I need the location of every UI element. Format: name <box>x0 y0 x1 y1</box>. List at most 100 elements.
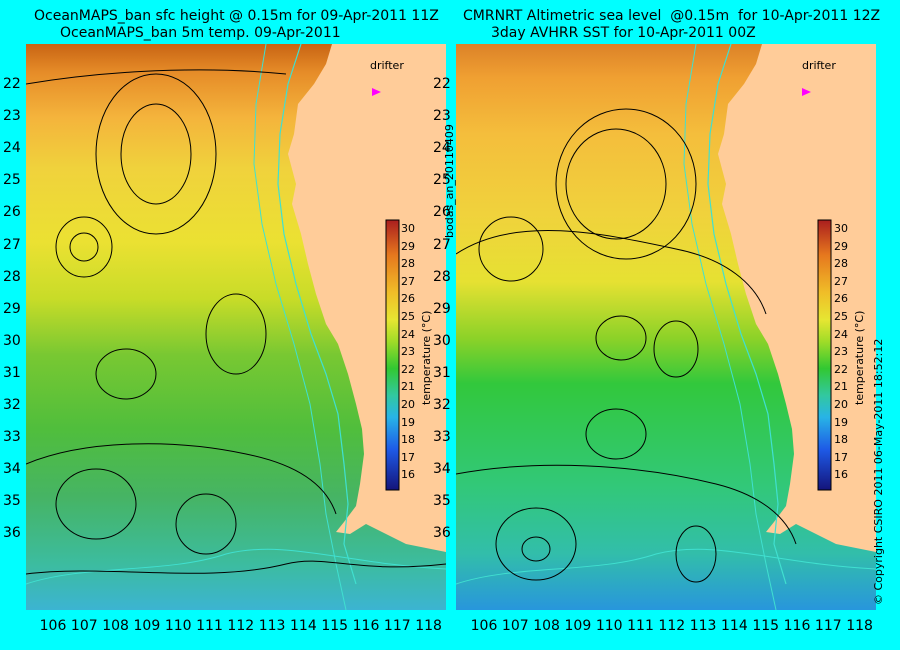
left-lat-27: 27 <box>3 236 21 253</box>
right-lat-33: 33 <box>433 429 451 446</box>
left-panel-title: OceanMAPS_ban sfc height @ 0.15m for 09-… <box>34 8 439 42</box>
left-lat-33: 33 <box>3 429 21 446</box>
right-lat-36: 36 <box>433 525 451 542</box>
right-cb-tick-30: 30 <box>834 222 848 235</box>
right-cb-tick-18: 18 <box>834 433 848 447</box>
right-cb-tick-23: 23 <box>834 345 848 359</box>
right-title-line2: 3day AVHRR SST for 10-Apr-2011 00Z <box>491 25 756 41</box>
right-panel-title: CMRNRT Altimetric sea level @0.15m for 1… <box>463 8 880 42</box>
right-cb-tick-27: 27 <box>834 274 848 288</box>
left-cb-tick-20: 20 <box>401 398 415 411</box>
right-lon-107: 107 <box>501 618 529 634</box>
bathymetry-line-right-2 <box>683 44 777 610</box>
left-lat-24: 24 <box>3 140 21 157</box>
right-title-line1: CMRNRT Altimetric sea level @0.15m for 1… <box>463 8 881 24</box>
bathymetry-line-right-3 <box>456 548 876 585</box>
contour-right-10 <box>456 230 767 315</box>
left-lon-111: 111 <box>196 618 223 634</box>
left-cb-tick-16: 16 <box>401 468 415 482</box>
copyright-label: © Copyright CSIRO 2011 06-May-2011 18:52… <box>872 338 885 605</box>
left-cb-tick-30: 30 <box>401 222 415 235</box>
right-lon-116: 116 <box>783 618 811 634</box>
right-lat-32: 32 <box>433 397 451 413</box>
right-lat-27: 27 <box>433 236 451 253</box>
bathymetry-line-left-3 <box>26 548 446 585</box>
contour-right-3 <box>478 216 544 282</box>
left-cb-tick-21: 21 <box>401 380 415 394</box>
left-lat-30: 30 <box>3 332 21 349</box>
contour-right-9 <box>675 525 717 583</box>
right-lat-29: 29 <box>433 300 451 317</box>
left-cb-tick-28: 28 <box>401 257 415 271</box>
left-lon-109: 109 <box>133 618 161 634</box>
left-lat-26: 26 <box>3 204 21 221</box>
right-map-panel <box>456 44 876 610</box>
contour-left-7 <box>55 468 137 540</box>
right-lat-23: 23 <box>433 108 451 125</box>
land-left <box>288 44 446 552</box>
right-lat-25: 25 <box>433 172 451 189</box>
left-lon-112: 112 <box>227 618 255 634</box>
left-lat-22: 22 <box>3 76 21 92</box>
right-lat-26: 26 <box>433 204 451 221</box>
left-lon-116: 116 <box>352 618 380 634</box>
left-lat-28: 28 <box>3 268 21 285</box>
contour-left-2 <box>120 103 192 205</box>
right-lat-35: 35 <box>433 493 451 510</box>
colorbar-title-right: temperature (°C) <box>853 310 866 405</box>
right-cb-tick-20: 20 <box>834 398 848 411</box>
right-cb-tick-22: 22 <box>834 362 848 376</box>
right-lon-109: 109 <box>564 618 592 634</box>
left-lat-32: 32 <box>3 397 21 413</box>
left-lon-115: 115 <box>321 618 349 634</box>
contour-right-5 <box>653 320 699 378</box>
right-lat-30: 30 <box>433 332 451 349</box>
right-lat-24: 24 <box>433 140 451 157</box>
left-lon-117: 117 <box>383 618 411 634</box>
right-lon-111: 111 <box>627 618 654 634</box>
contour-left-6 <box>95 348 157 400</box>
contour-left-10 <box>26 560 446 575</box>
right-cb-tick-24: 24 <box>834 327 848 341</box>
drifter-label-left: drifter <box>370 59 404 72</box>
contour-right-6 <box>495 507 577 581</box>
colorbar-left <box>385 219 400 491</box>
left-cb-tick-24: 24 <box>401 327 415 341</box>
right-cb-tick-26: 26 <box>834 292 848 306</box>
drifter-label-right: drifter <box>802 59 836 72</box>
left-lat-29: 29 <box>3 300 21 317</box>
contour-left-4 <box>69 232 99 262</box>
right-cb-tick-16: 16 <box>834 468 848 482</box>
contour-left-8 <box>175 493 237 555</box>
drifter-marker-right <box>802 88 811 96</box>
right-lat-28: 28 <box>433 268 451 285</box>
left-cb-tick-25: 25 <box>401 310 415 323</box>
contour-right-8 <box>585 408 647 460</box>
right-lon-117: 117 <box>814 618 842 634</box>
left-lat-31: 31 <box>3 364 21 381</box>
contour-left-1 <box>95 73 217 235</box>
contour-right-2 <box>565 128 667 240</box>
contour-right-11 <box>456 464 797 545</box>
contour-right-1 <box>555 108 697 260</box>
right-lon-106: 106 <box>470 618 498 634</box>
left-lon-114: 114 <box>290 618 317 634</box>
left-lat-23: 23 <box>3 108 21 125</box>
drifter-marker-left <box>372 88 381 96</box>
left-cb-tick-23: 23 <box>401 345 415 359</box>
left-map-panel <box>26 44 446 610</box>
right-lat-22: 22 <box>433 76 451 92</box>
bathymetry-line-left <box>277 44 357 585</box>
left-title-line1: OceanMAPS_ban sfc height @ 0.15m for 09-… <box>34 8 439 24</box>
bathymetry-line-left-2 <box>253 44 347 610</box>
colorbar-right <box>817 219 832 491</box>
right-lat-34: 34 <box>433 461 451 478</box>
contour-left-9 <box>26 443 337 515</box>
left-lon-118: 118 <box>415 618 442 634</box>
right-lon-115: 115 <box>752 618 780 634</box>
left-cb-tick-29: 29 <box>401 239 415 253</box>
right-cb-tick-25: 25 <box>834 310 848 323</box>
right-cb-tick-21: 21 <box>834 380 848 394</box>
left-lat-35: 35 <box>3 493 21 510</box>
left-lon-106: 106 <box>39 618 67 634</box>
